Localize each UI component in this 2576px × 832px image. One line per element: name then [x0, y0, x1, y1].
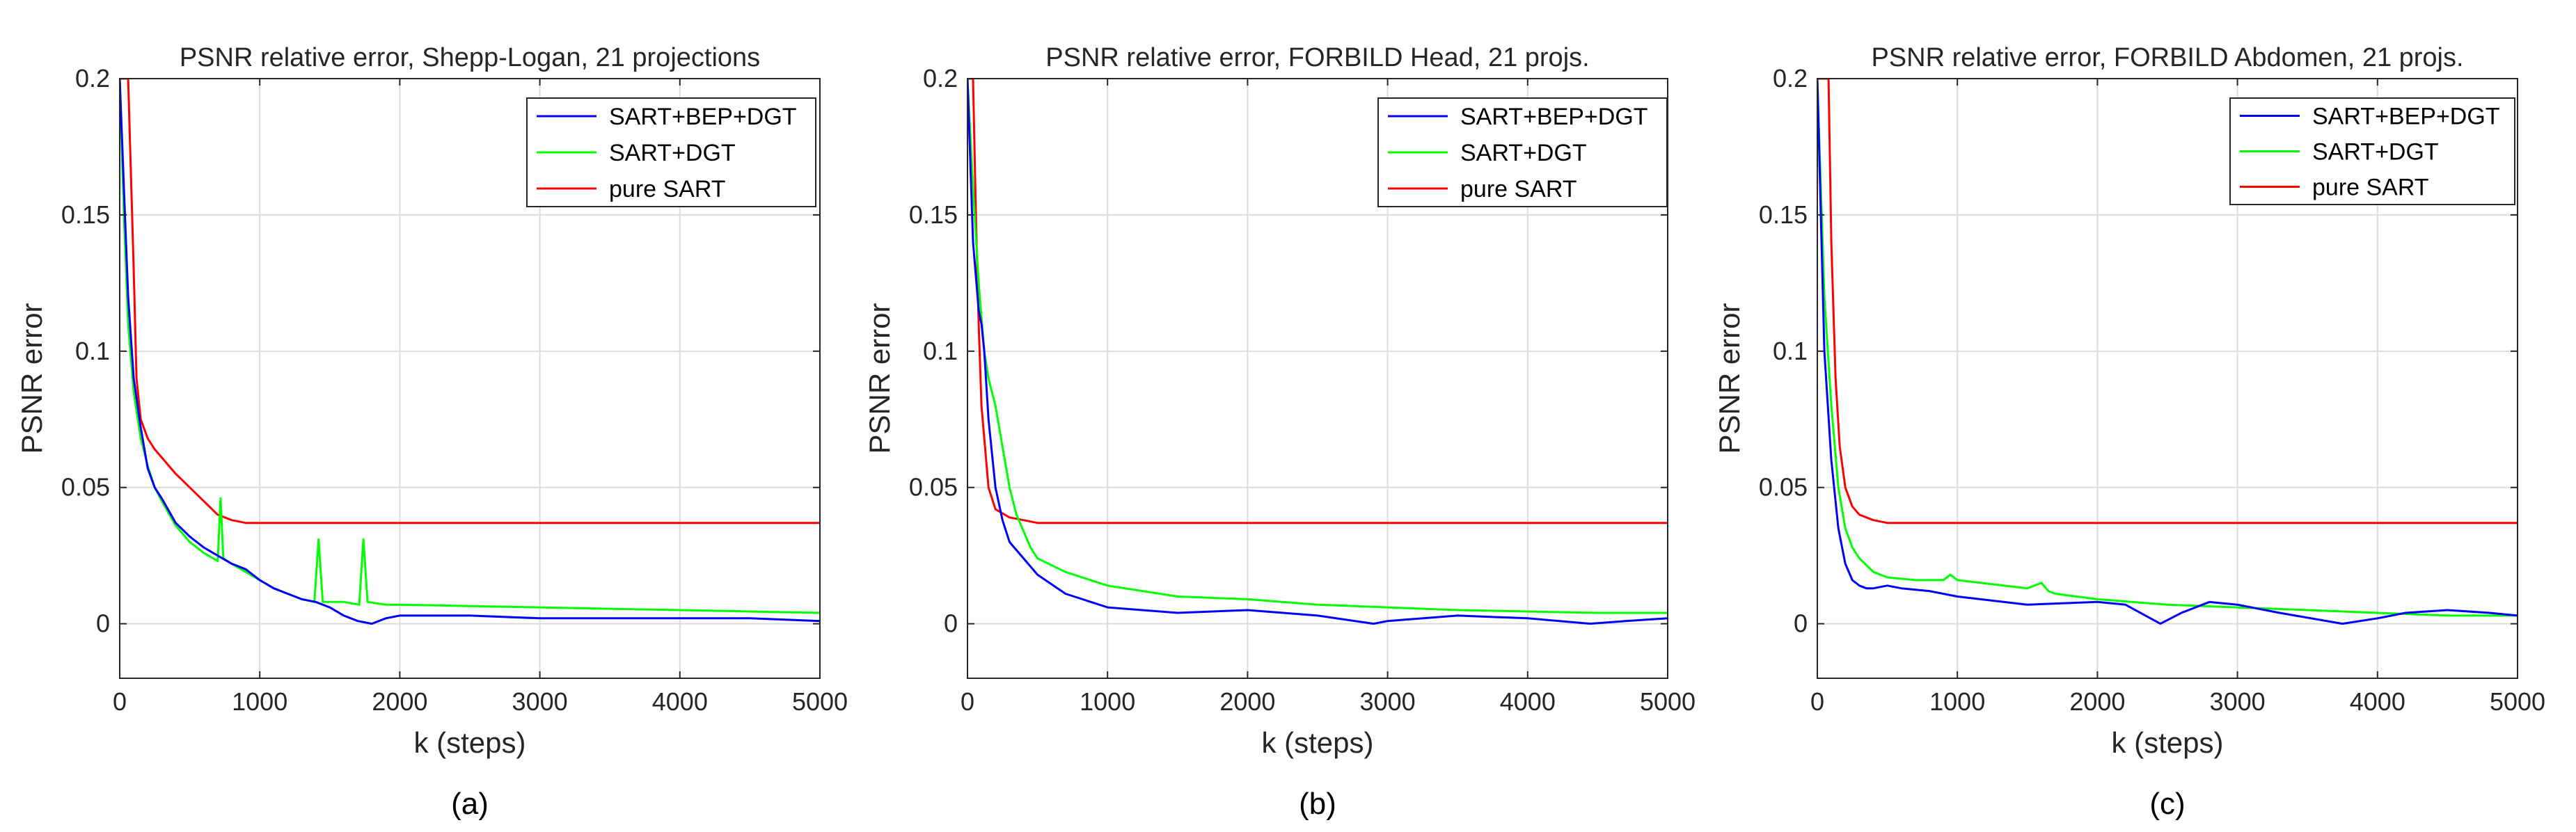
y-tick-label: 0.2 [75, 64, 110, 93]
legend-label-sart-bep-dgt: SART+BEP+DGT [2312, 104, 2500, 130]
y-tick-label: 0.15 [1759, 200, 1808, 229]
y-tick-label: 0.15 [909, 200, 958, 229]
series-line-sart-bep-dgt [1817, 79, 2518, 625]
y-tick-label: 0.05 [909, 473, 958, 502]
legend-label-sart-bep-dgt: SART+BEP+DGT [609, 104, 797, 130]
y-tick-label: 0 [944, 609, 958, 638]
axes-box [967, 78, 1668, 679]
x-axis-label: k (steps) [413, 726, 526, 759]
y-tick-label: 0.2 [923, 64, 958, 93]
x-tick-label: 4000 [2350, 687, 2405, 716]
y-tick-label: 0.1 [1773, 337, 1808, 365]
legend-label-pure-sart: pure SART [1460, 176, 1577, 202]
x-tick-label: 2000 [2069, 687, 2125, 716]
chart-title: PSNR relative error, FORBILD Abdomen, 21… [1871, 43, 2463, 72]
y-tick-label: 0.05 [61, 473, 110, 502]
x-tick-label: 0 [113, 687, 127, 716]
x-tick-label: 4000 [652, 687, 708, 716]
legend-label-sart-dgt: SART+DGT [1460, 140, 1587, 166]
x-tick-label: 1000 [1080, 687, 1135, 716]
series-line-pure-sart [120, 79, 820, 525]
legend-label-sart-bep-dgt: SART+BEP+DGT [1460, 104, 1648, 130]
chart-panel-1: 0 1000 2000 3000 4000 5000 0 0.05 0.1 0.15 0.2 PSNR… [15, 43, 848, 821]
x-tick-label: 4000 [1500, 687, 1556, 716]
chart-title: PSNR relative error, Shepp-Logan, 21 pro… [180, 43, 760, 72]
x-tick-label: 3000 [1360, 687, 1416, 716]
x-tick-label: 2000 [372, 687, 427, 716]
x-tick-label: 3000 [2210, 687, 2266, 716]
legend: SART+BEP+DGT SART+DGT pure SART [526, 97, 816, 207]
x-axis-label: k (steps) [1261, 726, 1373, 759]
y-tick-label: 0.2 [1773, 64, 1808, 93]
series-line-pure-sart [1817, 79, 2518, 525]
x-tick-label: 0 [961, 687, 974, 716]
legend: SART+BEP+DGT SART+DGT pure SART [1377, 97, 1668, 207]
x-tick-label: 5000 [2490, 687, 2545, 716]
y-tick-label: 0 [96, 609, 110, 638]
x-tick-label: 2000 [1219, 687, 1275, 716]
legend-label-sart-dgt: SART+DGT [609, 140, 736, 166]
y-tick-label: 0.15 [61, 200, 110, 229]
chart-panel-3: 0 1000 2000 3000 4000 5000 0 0.05 0.1 0.15 0.2 PSNR… [1713, 43, 2545, 821]
subfigure-label: (c) [2149, 787, 2185, 821]
subfigure-label: (b) [1299, 787, 1336, 821]
y-tick-label: 0.1 [923, 337, 958, 365]
y-tick-label: 0.1 [75, 337, 110, 365]
series-line-sart-bep-dgt [967, 79, 1668, 625]
x-tick-label: 1000 [1929, 687, 1985, 716]
x-tick-label: 1000 [232, 687, 287, 716]
legend-label-pure-sart: pure SART [609, 176, 726, 202]
subfigure-label: (a) [451, 787, 489, 821]
y-axis-label: PSNR error [863, 303, 896, 454]
series-line-sart-bep-dgt [120, 79, 820, 625]
series-line-sart-dgt [967, 79, 1668, 614]
axes-box [1817, 78, 2518, 679]
chart-panel-2: 0 1000 2000 3000 4000 5000 0 0.05 0.1 0.15 0.2 PSNR… [863, 43, 1696, 821]
y-axis-label: PSNR error [15, 303, 48, 454]
x-tick-label: 0 [1810, 687, 1824, 716]
legend-label-sart-dgt: SART+DGT [2312, 139, 2439, 166]
y-tick-label: 0 [1794, 609, 1808, 638]
legend-label-pure-sart: pure SART [2312, 175, 2429, 201]
y-axis-label: PSNR error [1713, 303, 1746, 454]
chart-title: PSNR relative error, FORBILD Head, 21 pr… [1045, 43, 1589, 72]
x-tick-label: 5000 [792, 687, 848, 716]
x-tick-label: 5000 [1640, 687, 1696, 716]
legend: SART+BEP+DGT SART+DGT pure SART [2229, 97, 2515, 205]
x-tick-label: 3000 [512, 687, 568, 716]
x-axis-label: k (steps) [2111, 726, 2223, 759]
y-tick-label: 0.05 [1759, 473, 1808, 502]
axes-box [119, 78, 821, 679]
